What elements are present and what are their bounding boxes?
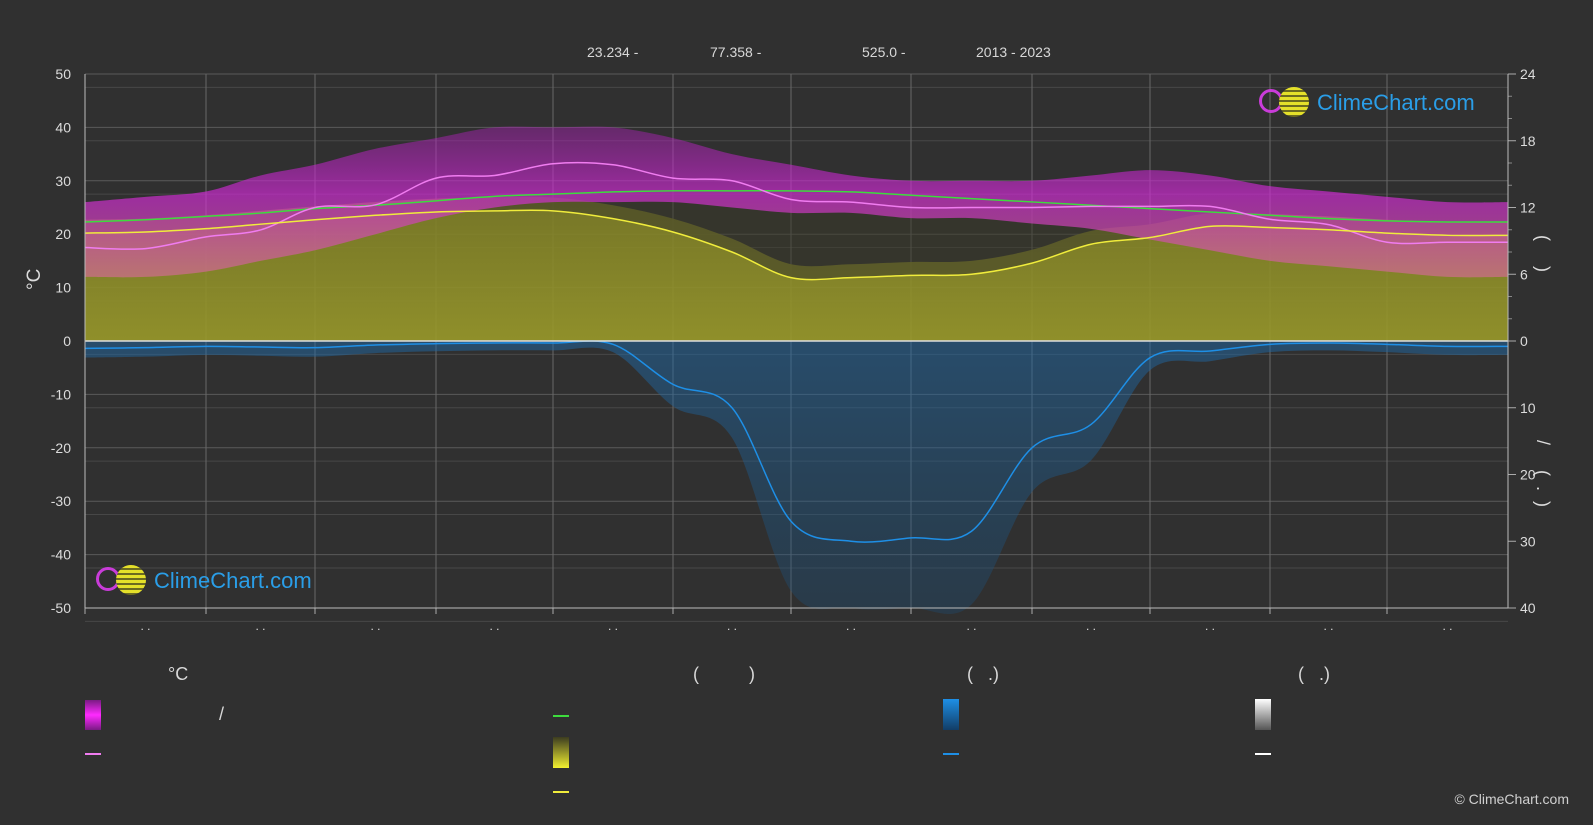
- x-tick-label: . .: [1086, 619, 1096, 633]
- header-latitude: 23.234 -: [587, 44, 639, 60]
- legend-sun-heading: ( ): [693, 664, 755, 684]
- daylight-line: [84, 189, 1509, 223]
- header-elevation: 525.0 -: [862, 44, 906, 60]
- sunshine-line: [84, 209, 1509, 281]
- x-tick-label: . .: [727, 619, 737, 633]
- y2-tick-label: 10: [1520, 400, 1536, 416]
- climechart-logo-icon: [1259, 87, 1313, 119]
- y-tick-label: -40: [51, 547, 71, 563]
- legend-snow-swatch: [1255, 699, 1271, 730]
- precipitation-band: [85, 341, 1508, 614]
- legend-precip-swatch: [943, 699, 959, 730]
- right-axis-label-top: ( ): [1533, 235, 1553, 272]
- x-tick-label: . .: [1442, 619, 1452, 633]
- left-axis-label: °C: [24, 268, 45, 290]
- x-tick-label: . .: [140, 619, 150, 633]
- legend-snow-heading: ( .): [1298, 664, 1330, 684]
- y-tick-label: 20: [55, 226, 71, 242]
- x-tick-label: . .: [1323, 619, 1333, 633]
- legend-temp-heading: °C: [168, 664, 189, 684]
- legend-sunshine-swatch: [553, 737, 569, 768]
- legend-precip-heading: ( .): [967, 664, 999, 684]
- copyright: © ClimeChart.com: [1454, 791, 1569, 807]
- temperature-mean-line: [84, 161, 1508, 250]
- climechart-logo-icon: [96, 565, 150, 597]
- y-tick-label: 40: [55, 119, 71, 135]
- x-tick-label: . .: [255, 619, 265, 633]
- precipitation-line: [84, 340, 1509, 543]
- y2-tick-label: 40: [1520, 600, 1536, 616]
- x-tick-label: . .: [489, 619, 499, 633]
- y2-tick-label: 6: [1520, 266, 1528, 282]
- axes: [84, 73, 1516, 614]
- logo-top: ClimeChart.com: [1259, 87, 1475, 119]
- data-bands: [85, 126, 1508, 614]
- y2-tick-label: 18: [1520, 133, 1536, 149]
- logo-text: ClimeChart.com: [154, 568, 312, 593]
- y2-tick-label: 12: [1520, 200, 1536, 216]
- y2-tick-label: 30: [1520, 533, 1536, 549]
- x-tick-label: . .: [966, 619, 976, 633]
- header-longitude: 77.358 -: [710, 44, 762, 60]
- y-tick-label: 30: [55, 173, 71, 189]
- logo-bottom: ClimeChart.com: [96, 565, 312, 597]
- y2-tick-label: 0: [1520, 333, 1528, 349]
- right-axis-label-bottom: / ( . ): [1533, 440, 1553, 507]
- logo-text: ClimeChart.com: [1317, 90, 1475, 115]
- y-tick-label: -20: [51, 440, 71, 456]
- y2-tick-label: 24: [1520, 66, 1536, 82]
- tick-labels: 50 40 30 20 10 0 -10 -20 -30 -40 -50 24 18 12 6 0 10 20 30…: [51, 66, 1536, 633]
- y-tick-label: 50: [55, 66, 71, 82]
- x-tick-label: . .: [846, 619, 856, 633]
- legend-temp-range-swatch: [85, 700, 101, 730]
- x-tick-label: . .: [1205, 619, 1215, 633]
- x-tick-label: . .: [370, 619, 380, 633]
- y2-tick-label: 20: [1520, 467, 1536, 483]
- y-tick-label: -50: [51, 600, 71, 616]
- legend-temp-slash: /: [219, 704, 225, 724]
- y-tick-label: 0: [63, 333, 71, 349]
- x-tick-label: . .: [608, 619, 618, 633]
- y-tick-label: -30: [51, 493, 71, 509]
- temperature-range-band: [85, 126, 1508, 278]
- y-tick-label: 10: [55, 280, 71, 296]
- header-years: 2013 - 2023: [976, 44, 1051, 60]
- y-tick-label: -10: [51, 386, 71, 402]
- data-lines: [84, 161, 1509, 543]
